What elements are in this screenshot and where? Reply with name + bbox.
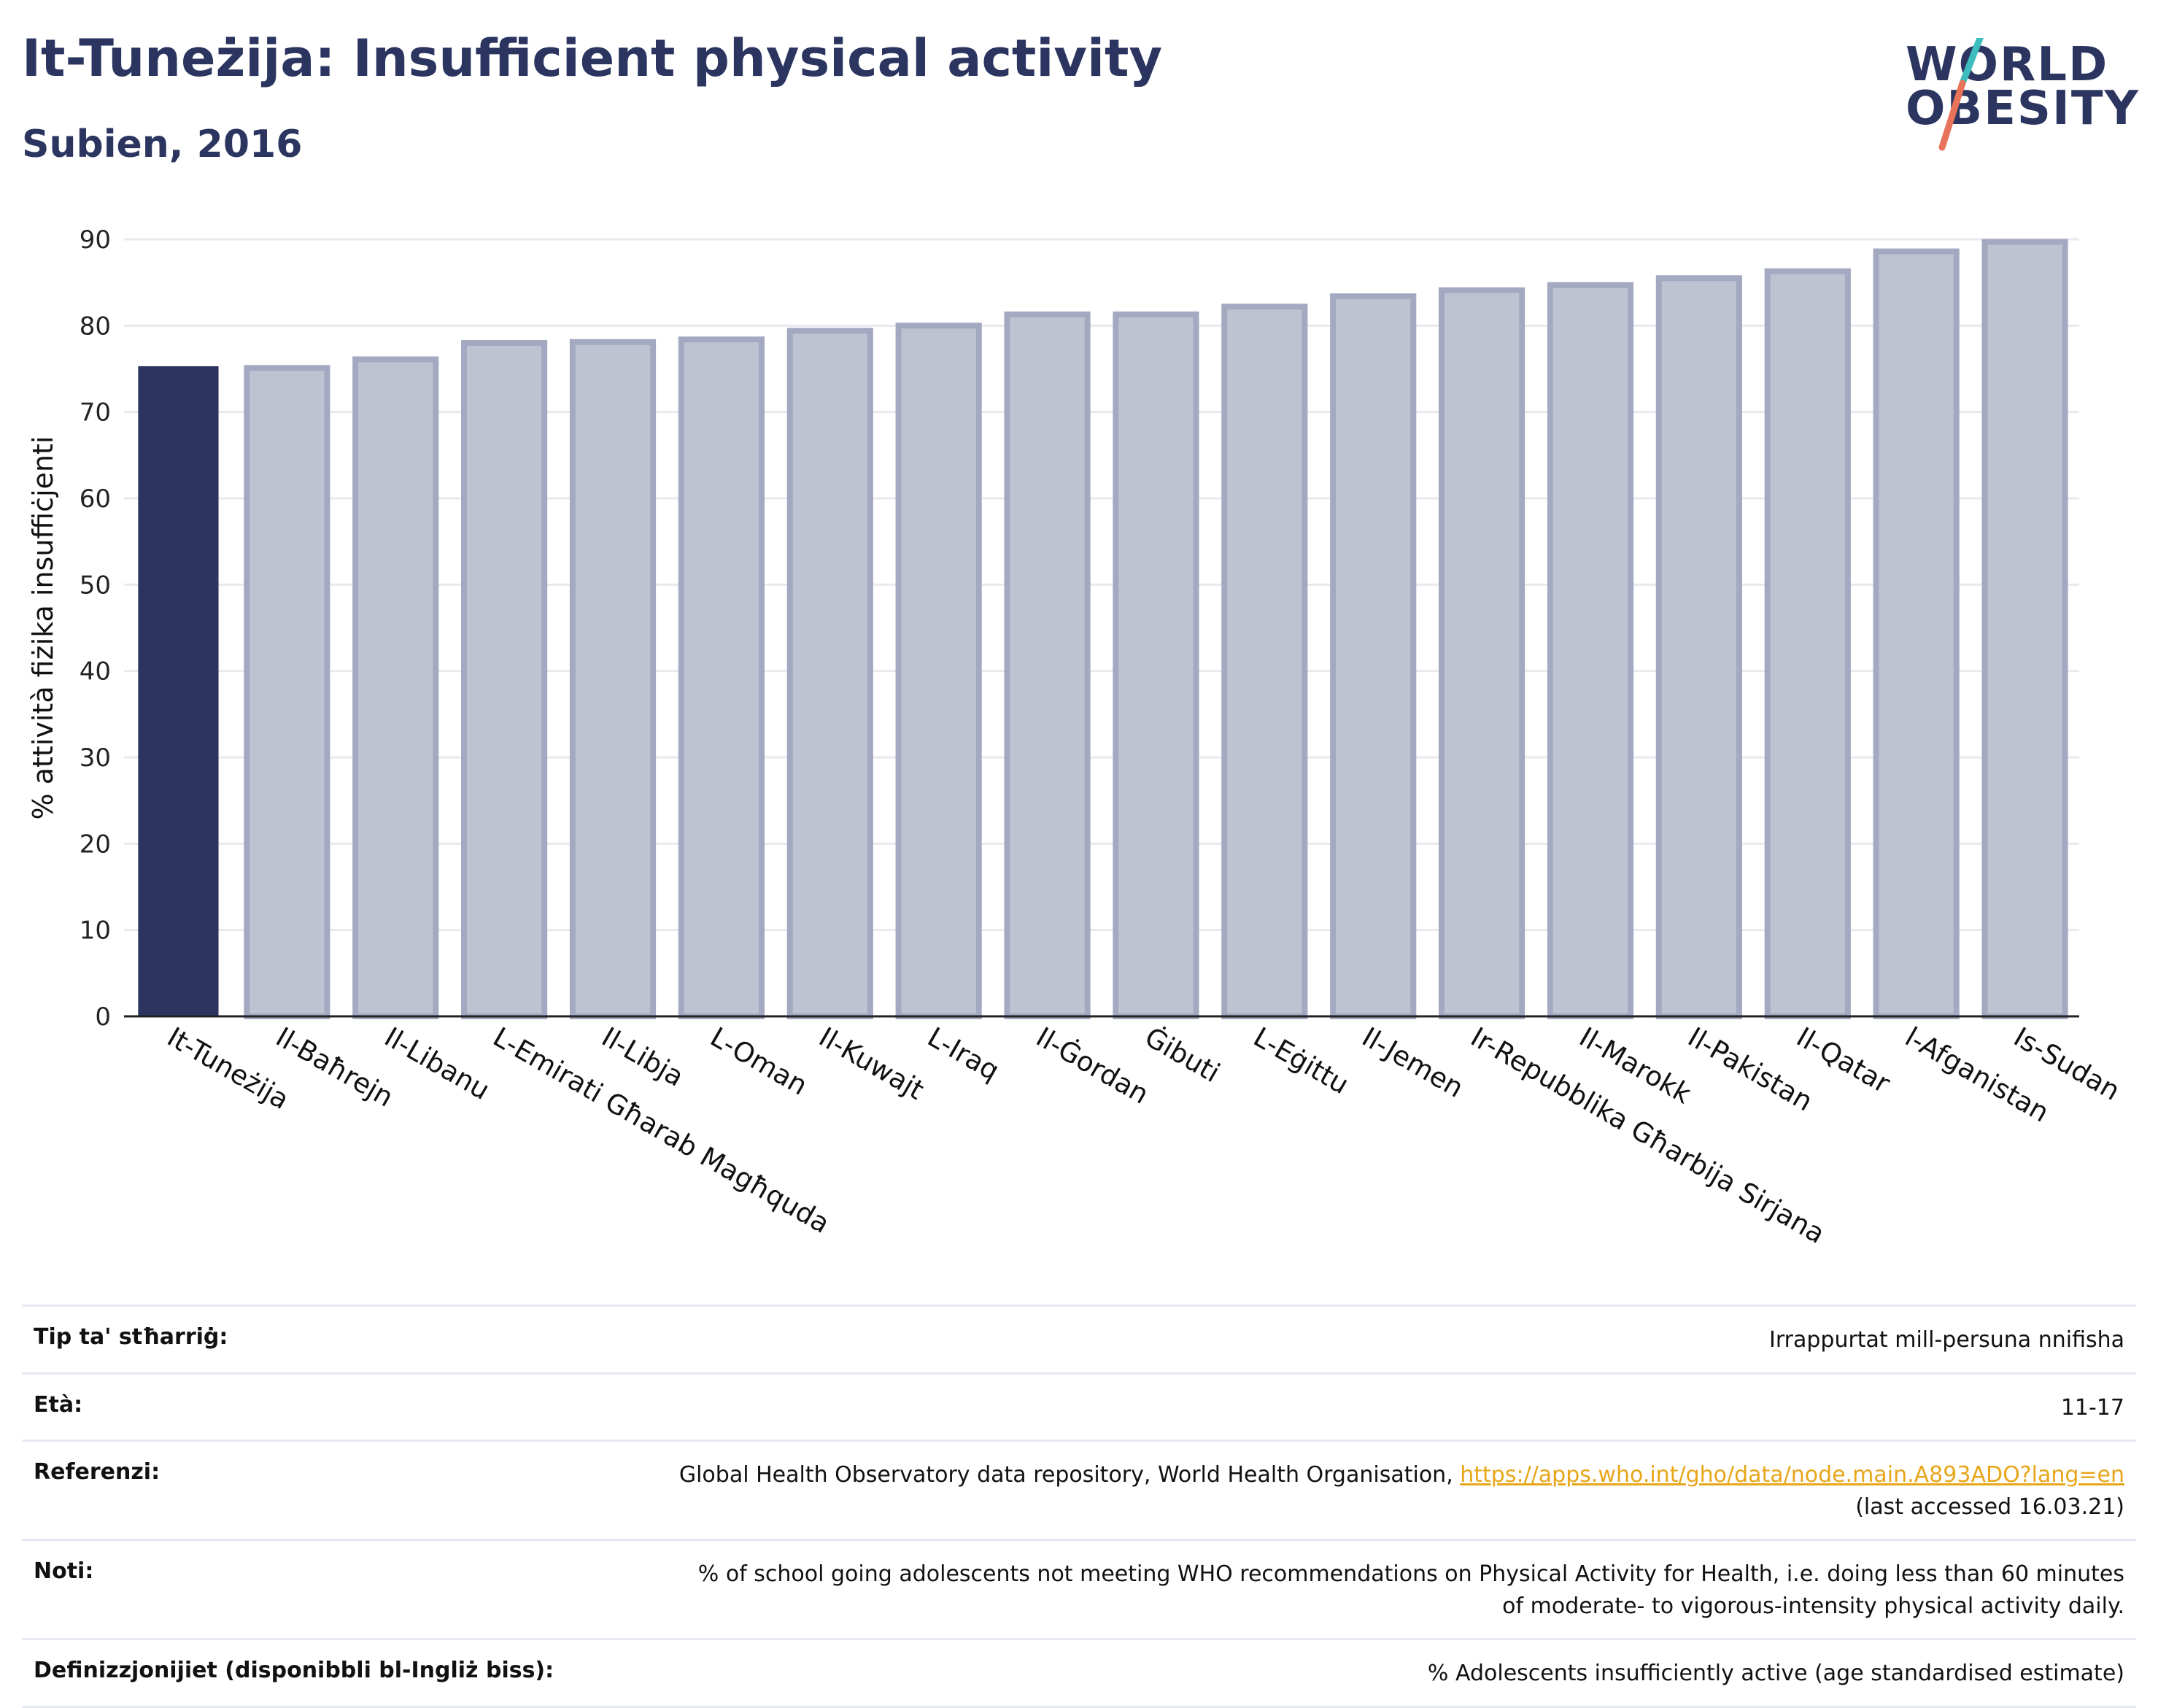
bars <box>138 239 2068 1020</box>
bar-3[interactable] <box>461 340 548 1019</box>
logo-line-obesity: OBESITY <box>1906 82 2140 136</box>
meta-label: Referenzi: <box>34 1459 161 1485</box>
logo-slash-icon <box>1938 38 1984 151</box>
meta-row-references: Referenzi: Global Health Observatory dat… <box>22 1440 2136 1539</box>
bar-4[interactable] <box>569 339 657 1020</box>
bar-14[interactable] <box>1655 275 1742 1019</box>
y-tick-label: 50 <box>80 571 111 600</box>
y-axis-label: % attività fiżika insuffiċjenti <box>27 436 59 820</box>
logo-line-world: WORLD <box>1906 38 2109 92</box>
x-tick-label: Il-Ġordan <box>1031 1021 1154 1110</box>
bar-chart: 0 10 20 30 40 50 60 70 80 90 It-TuneżijaIl-Baħrej… <box>27 225 2125 1250</box>
x-tick-label: It-Tuneżija <box>162 1021 294 1116</box>
meta-label: Età: <box>34 1391 83 1418</box>
bar-7[interactable] <box>895 322 982 1020</box>
bar-8[interactable] <box>1004 311 1091 1019</box>
meta-row-survey-type: Tip ta' stħarriġ: Irrappurtat mill-persu… <box>22 1305 2136 1372</box>
meta-value: 11-17 <box>2060 1394 2124 1421</box>
meta-label: Noti: <box>34 1558 94 1584</box>
meta-row-notes: Noti: % of school going adolescents not … <box>22 1539 2136 1638</box>
bar-12[interactable] <box>1439 287 1525 1020</box>
y-tick-label: 10 <box>80 916 111 946</box>
grid-lines <box>124 238 2079 1018</box>
meta-value: % of school going adolescents not meetin… <box>697 1561 2124 1619</box>
bar-10[interactable] <box>1221 304 1308 1020</box>
x-tick-label: Il-Pakistan <box>1682 1021 1818 1118</box>
bar-1[interactable] <box>244 365 330 1020</box>
x-tick-label: Il-Jemen <box>1357 1021 1469 1105</box>
meta-label: Tip ta' stħarriġ: <box>34 1324 228 1350</box>
x-tick-label: Il-Kuwajt <box>813 1021 929 1106</box>
y-tick-label: 30 <box>80 743 111 773</box>
x-tick-label: Ġibuti <box>1140 1021 1225 1089</box>
metadata-table: Tip ta' stħarriġ: Irrappurtat mill-persu… <box>22 1305 2136 1708</box>
chart-title: It-Tuneżija: Insufficient physical activ… <box>22 28 1163 88</box>
bar-13[interactable] <box>1547 282 1634 1019</box>
meta-value: Irrappurtat mill-persuna nnifisha <box>1768 1327 2124 1353</box>
bar-11[interactable] <box>1330 293 1417 1020</box>
bar-2[interactable] <box>352 356 439 1019</box>
x-tick-label: L-Eġittu <box>1248 1021 1354 1101</box>
meta-value: Global Health Observatory data repositor… <box>678 1459 2136 1523</box>
x-tick-label: Il-Baħrejn <box>271 1021 399 1113</box>
world-obesity-logo[interactable]: WORLD OBESITY <box>1904 38 2145 155</box>
x-tick-label: Il-Libanu <box>379 1021 495 1106</box>
y-tick-label: 20 <box>80 830 111 859</box>
y-axis-ticks: 0 10 20 30 40 50 60 70 80 90 <box>80 225 111 1032</box>
reference-text: Global Health Observatory data repositor… <box>678 1462 1461 1488</box>
y-tick-label: 80 <box>80 312 111 341</box>
x-axis-ticks: It-TuneżijaIl-BaħrejnIl-LibanuL-Emirati … <box>162 1021 2125 1250</box>
bar-0[interactable] <box>138 366 219 1016</box>
y-tick-label: 70 <box>80 398 111 428</box>
x-tick-label: L-Oman <box>705 1021 813 1102</box>
y-tick-label: 90 <box>80 225 111 255</box>
bar-9[interactable] <box>1113 311 1199 1019</box>
bar-17[interactable] <box>1981 239 2068 1019</box>
bar-16[interactable] <box>1873 248 1960 1020</box>
y-tick-label: 60 <box>80 484 111 514</box>
bar-5[interactable] <box>678 336 765 1019</box>
bar-6[interactable] <box>786 328 873 1019</box>
x-tick-label: L-Iraq <box>922 1021 1005 1087</box>
meta-row-age: Età: 11-17 <box>22 1372 2136 1440</box>
meta-row-definitions: Definizzjonijiet (disponibbli bl-Ingliż … <box>22 1638 2136 1708</box>
y-tick-label: 0 <box>95 1002 111 1032</box>
meta-label: Definizzjonijiet (disponibbli bl-Ingliż … <box>34 1658 554 1683</box>
bar-15[interactable] <box>1764 268 1851 1020</box>
reference-link[interactable]: https://apps.who.int/gho/data/node.main.… <box>1460 1462 2124 1488</box>
chart-subtitle: Subien, 2016 <box>22 123 303 166</box>
reference-accessed: (last accessed 16.03.21) <box>1855 1493 2124 1520</box>
meta-value: % Adolescents insufficiently active (age… <box>1427 1661 2124 1686</box>
y-tick-label: 40 <box>80 657 111 687</box>
